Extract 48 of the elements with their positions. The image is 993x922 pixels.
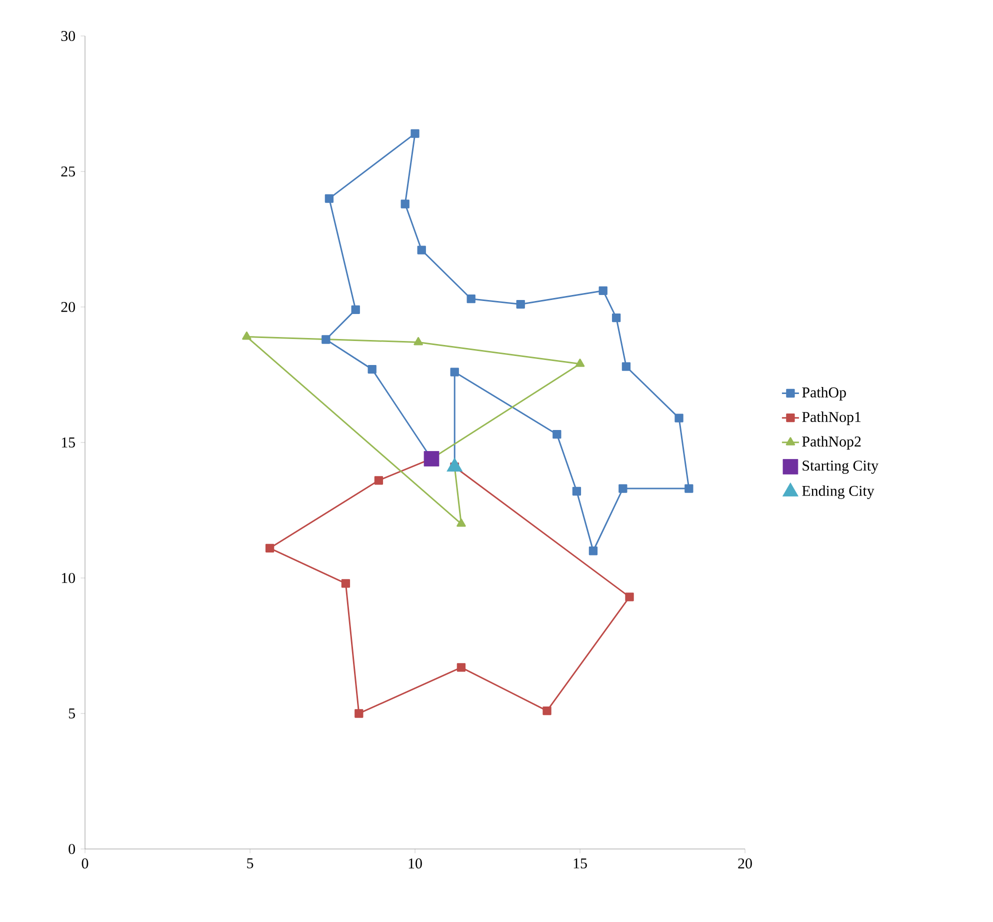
point [242, 332, 252, 340]
point [424, 451, 440, 466]
y-tick-label: 15 [62, 437, 75, 448]
point [575, 358, 585, 367]
point [324, 194, 334, 203]
point [341, 579, 350, 588]
point [684, 484, 694, 493]
y-tick-label: 20 [61, 302, 76, 312]
point [622, 362, 631, 371]
point [552, 430, 562, 439]
point [466, 294, 476, 304]
x-tick-label: 15 [574, 858, 587, 868]
y-tick-label: 25 [61, 166, 75, 176]
point [450, 368, 459, 376]
point [410, 129, 420, 138]
y-tick-label: 30 [61, 30, 76, 42]
point [400, 200, 410, 208]
point [456, 518, 466, 527]
y-tick-label: 10 [62, 572, 76, 584]
legend-label: PathOp [802, 386, 846, 401]
x-tick-label: 10 [408, 858, 422, 868]
point [351, 305, 360, 314]
point [368, 364, 376, 374]
point [322, 335, 330, 344]
point [354, 709, 364, 718]
legend-label: Ending City [802, 485, 874, 499]
point [625, 592, 634, 602]
legend-label: Starting City [802, 460, 878, 474]
point [542, 706, 552, 716]
legend-label: PathNop1 [802, 412, 861, 426]
point [674, 414, 684, 422]
point [572, 486, 582, 496]
point [414, 336, 423, 346]
x-tick-label: 5 [247, 858, 254, 868]
x-tick-label: 20 [738, 858, 752, 868]
y-tick-label: 0 [68, 844, 76, 854]
point [516, 300, 525, 309]
point [598, 286, 608, 296]
point [374, 476, 384, 485]
point [588, 546, 598, 556]
point [265, 544, 274, 553]
point [612, 313, 621, 322]
point [456, 663, 466, 672]
point [618, 484, 628, 493]
legend-label: PathNop2 [802, 436, 861, 450]
point [417, 246, 426, 254]
y-tick-label: 5 [68, 708, 75, 718]
x-tick-label: 0 [82, 858, 88, 868]
